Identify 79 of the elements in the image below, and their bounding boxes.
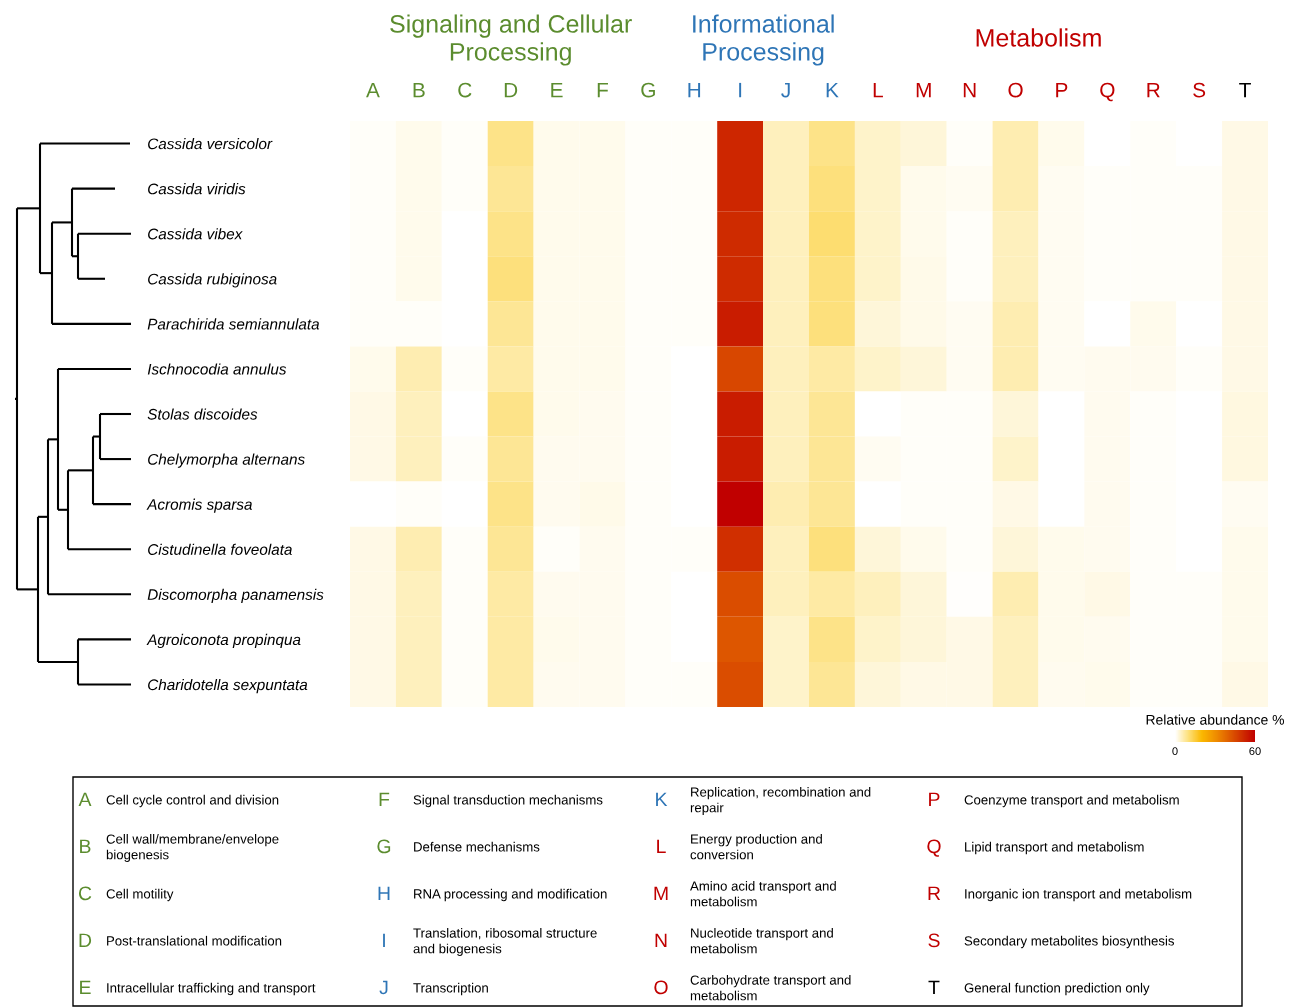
text: Defense mechanisms	[414, 841, 540, 852]
category-label: F	[379, 792, 390, 807]
text: Intracellular trafficking and transport	[107, 982, 316, 996]
x-tick-label: F	[597, 82, 608, 98]
text: Replication, recombination and repair	[690, 787, 871, 815]
category-label: H	[378, 886, 390, 901]
color-bar-label: 60	[1249, 747, 1261, 756]
text: Translation, ribosomal structure and biogenesis	[413, 928, 597, 956]
category-label: J	[379, 980, 388, 995]
x-tick-label: I	[739, 82, 742, 98]
y-tick-label: Discomorpha panamensis	[147, 588, 324, 604]
x-tick-label: T	[1239, 82, 1251, 98]
text: Energy production and conversion	[690, 834, 822, 860]
y-tick-label: Cassida vibex	[148, 228, 243, 240]
y-tick-label: Chelymorpha alternans	[148, 453, 305, 468]
y-tick-label: Ischnocodia annulus	[147, 363, 287, 375]
text: Signaling and Cellular Processing	[390, 14, 632, 66]
category-label: M	[654, 886, 668, 901]
text: RNA processing and modification	[414, 888, 607, 902]
y-tick-label: Cassida versicolor	[148, 138, 273, 150]
category-label: E	[80, 980, 91, 995]
x-tick-label: R	[1147, 82, 1160, 98]
y-tick-label: Cassida rubiginosa	[148, 273, 277, 288]
text: Carbohydrate transport and metabolism	[690, 975, 851, 1001]
category-label: C	[78, 886, 92, 901]
category-label: K	[656, 792, 668, 807]
color-bar-label: 0	[1172, 747, 1178, 756]
x-tick-label: A	[366, 82, 380, 98]
category-label: P	[929, 792, 940, 807]
y-tick-label: Cistudinella foveolata	[148, 543, 292, 555]
x-tick-label: G	[641, 82, 655, 98]
x-tick-label: N	[963, 82, 976, 98]
y-tick-label: Charidotella sexpuntata	[148, 678, 308, 694]
x-tick-label: M	[916, 82, 931, 98]
y-tick-label: Stolas discoides	[147, 408, 258, 420]
text: General function prediction only	[964, 982, 1150, 996]
x-tick-label: J	[781, 82, 790, 98]
x-tick-label: Q	[1100, 82, 1115, 102]
x-tick-label: O	[1008, 82, 1023, 98]
category-label: G	[377, 839, 391, 854]
y-tick-label: Acromis sparsa	[146, 498, 252, 513]
category-label: R	[928, 886, 941, 901]
text: Signal transduction mechanisms	[413, 794, 603, 808]
text: Secondary metabolites biosynthesis	[964, 935, 1175, 949]
text: Informational Processing	[693, 14, 834, 66]
category-label: B	[80, 839, 91, 854]
text: Metabolism	[976, 28, 1101, 47]
text: Cell wall/membrane/envelope biogenesis	[106, 834, 279, 862]
x-tick-label: S	[1193, 82, 1206, 98]
category-label: N	[655, 933, 667, 948]
category-label: L	[657, 839, 666, 854]
y-tick-label: Parachirida semiannulata	[147, 318, 320, 330]
category-label: S	[928, 933, 940, 948]
text: Lipid transport and metabolism	[965, 841, 1144, 855]
y-tick-label: Cassida viridis	[148, 183, 246, 195]
x-tick-label: P	[1056, 82, 1068, 98]
x-tick-label: K	[826, 82, 839, 98]
x-tick-label: L	[873, 82, 883, 98]
category-label: D	[79, 933, 92, 948]
category-label: O	[654, 980, 668, 995]
category-label: Q	[927, 839, 941, 857]
category-label: I	[383, 933, 385, 948]
text: Inorganic ion transport and metabolism	[965, 888, 1192, 902]
x-tick-label: H	[688, 82, 701, 98]
category-label: T	[928, 980, 940, 995]
text: Nucleotide transport and metabolism	[690, 928, 833, 954]
color-bar-title: Relative abundance %	[1146, 714, 1284, 725]
x-tick-label: C	[458, 82, 472, 98]
text: Cell motility	[106, 888, 174, 902]
text: Post-translational modification	[107, 935, 282, 946]
text: Coenzyme transport and metabolism	[964, 794, 1179, 808]
text: Transcription	[413, 982, 488, 996]
text: Amino acid transport and metabolism	[690, 881, 836, 907]
text: Cell cycle control and division	[106, 794, 279, 808]
x-tick-label: E	[551, 82, 563, 98]
x-tick-label: B	[413, 82, 425, 98]
category-label: A	[78, 792, 92, 807]
x-tick-label: D	[504, 82, 518, 98]
y-tick-label: Agroiconota propinqua	[146, 633, 301, 649]
